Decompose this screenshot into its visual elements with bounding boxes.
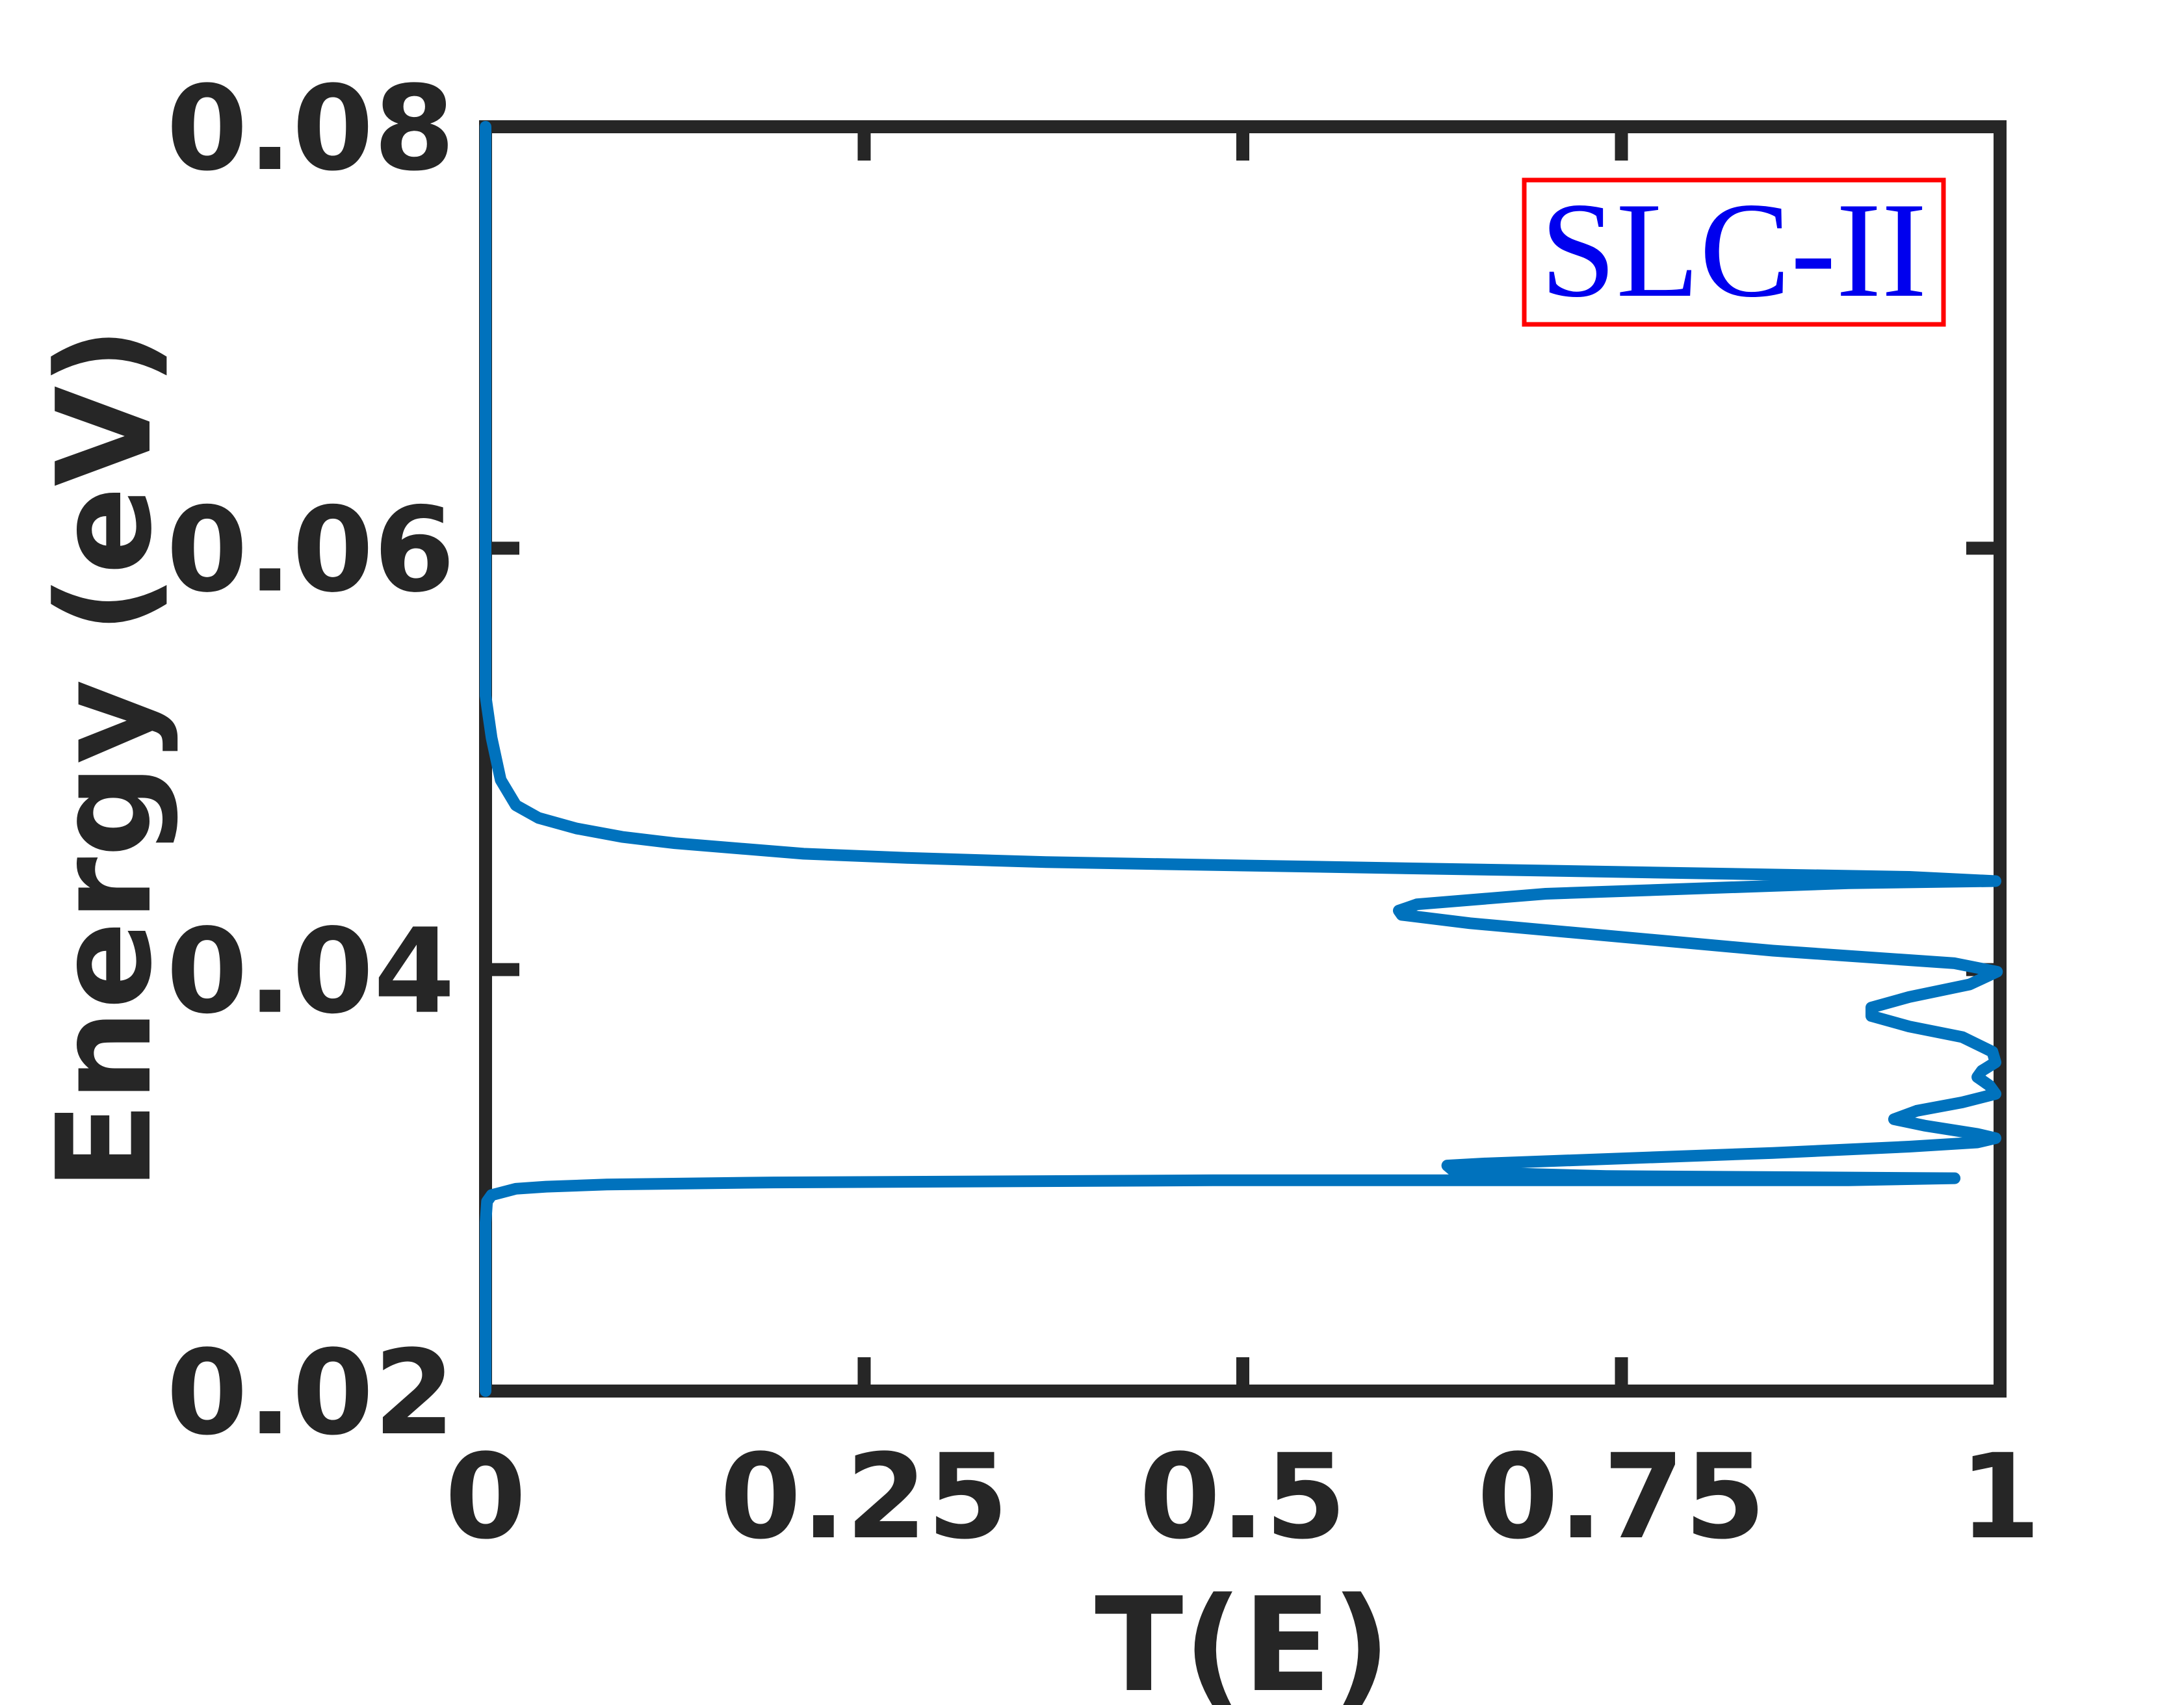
- x-axis-label: T(E): [1095, 1570, 1391, 1705]
- y-tick-label: 0.04: [166, 904, 455, 1040]
- x-tick-label: 1: [1959, 1429, 2040, 1565]
- x-tick-label: 0.25: [720, 1429, 1008, 1565]
- y-tick-label: 0.02: [166, 1325, 455, 1461]
- tag-label: SLC-II: [1540, 175, 1927, 326]
- y-tick-label: 0.08: [166, 61, 455, 197]
- tag-border: [1522, 177, 1946, 327]
- x-tick-label: 0.5: [1139, 1429, 1347, 1565]
- slc-ii-tag: SLC-II: [1522, 175, 1946, 327]
- x-axis-ticks: 0 0.25 0.5 0.75 1: [445, 127, 2041, 1565]
- y-tick-label: 0.06: [166, 482, 455, 618]
- x-tick-label: 0.75: [1477, 1429, 1765, 1565]
- y-axis-label: Energy (eV): [29, 326, 181, 1191]
- x-tick-label: 0: [445, 1429, 526, 1565]
- transmission-curve: [480, 121, 2003, 1397]
- y-axis-ticks: 0.02 0.04 0.06 0.08: [166, 61, 2000, 1461]
